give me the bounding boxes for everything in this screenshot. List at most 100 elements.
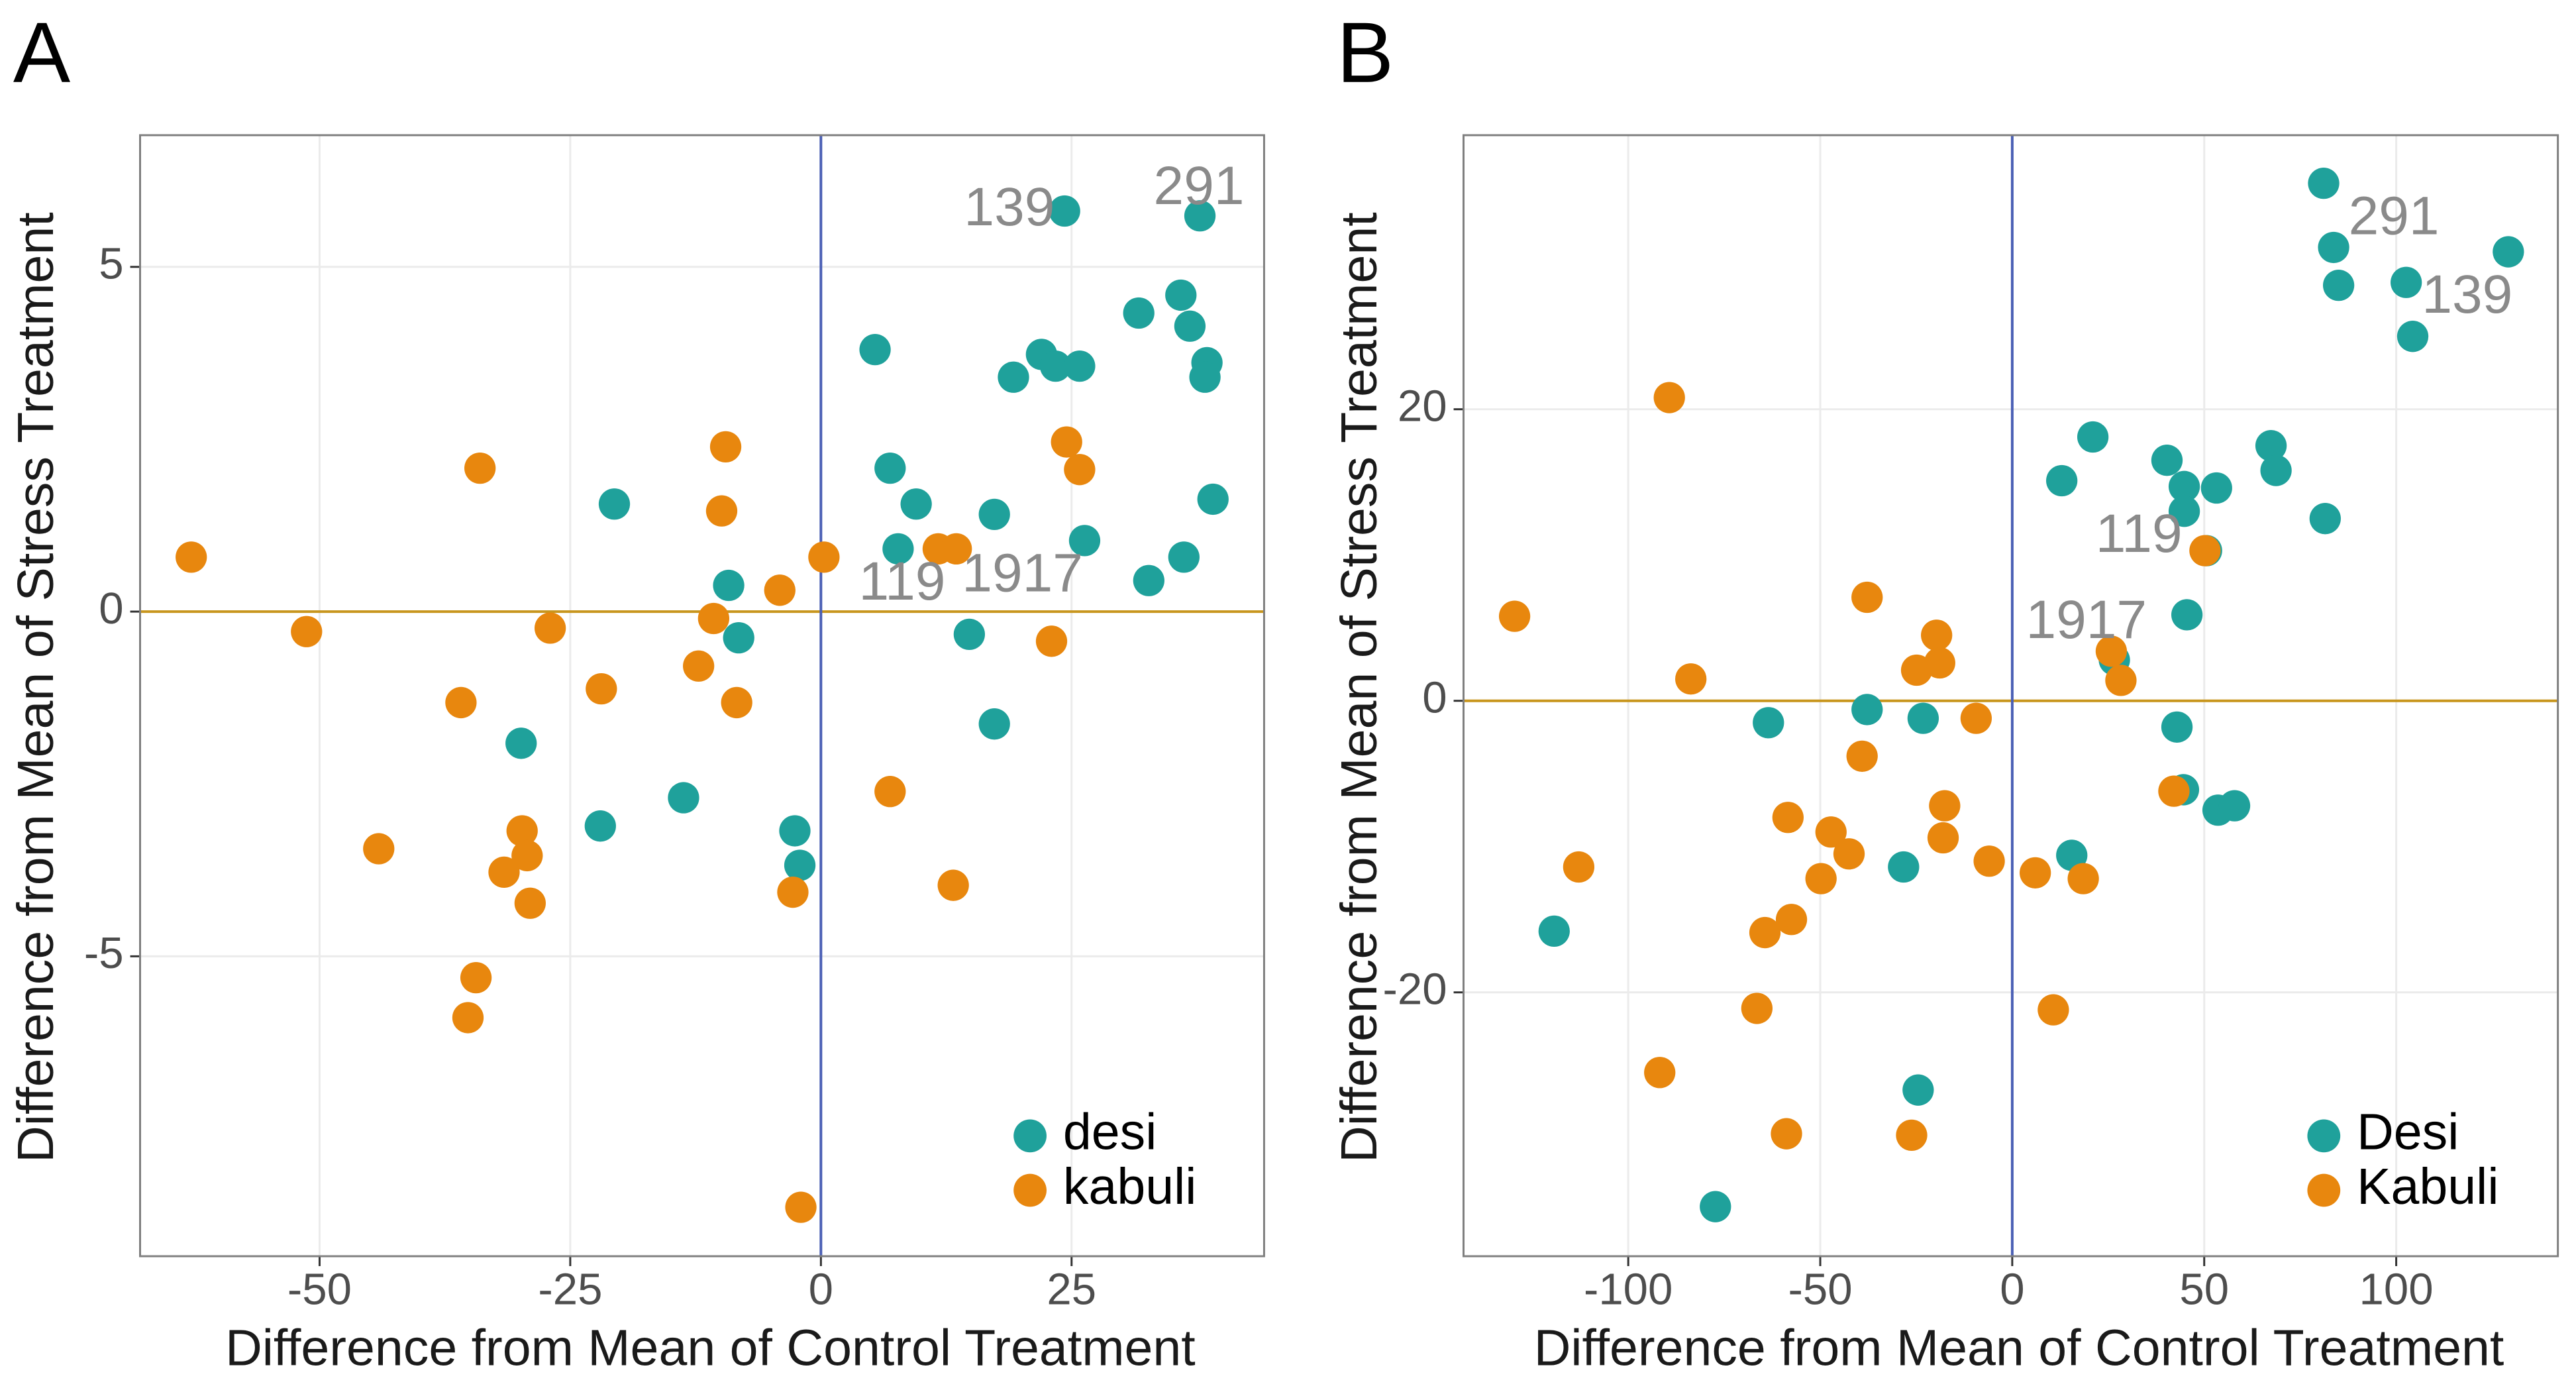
point bbox=[1184, 200, 1216, 232]
point bbox=[2308, 168, 2340, 199]
point bbox=[1051, 426, 1082, 458]
y-tick-label: 0 bbox=[99, 584, 123, 633]
point bbox=[874, 453, 906, 484]
point bbox=[1675, 663, 1707, 695]
point bbox=[1929, 790, 1961, 822]
point bbox=[937, 869, 969, 901]
point bbox=[1064, 350, 1096, 382]
point bbox=[779, 815, 811, 847]
point bbox=[1123, 297, 1155, 329]
point bbox=[1902, 1074, 1934, 1106]
point bbox=[1749, 916, 1781, 949]
point bbox=[1772, 802, 1804, 833]
point bbox=[941, 533, 972, 565]
point-annotation: 119 bbox=[2096, 504, 2183, 564]
point bbox=[1189, 361, 1221, 393]
point bbox=[460, 961, 492, 994]
point bbox=[1039, 350, 1072, 382]
y-tick-label: -5 bbox=[84, 928, 124, 978]
point bbox=[291, 616, 323, 647]
point bbox=[1753, 707, 1784, 739]
point bbox=[1563, 851, 1595, 883]
point-annotation: 1917 bbox=[2026, 590, 2147, 650]
x-tick-label: 25 bbox=[1047, 1264, 1096, 1314]
point bbox=[1741, 993, 1773, 1024]
point bbox=[1168, 541, 1200, 573]
point bbox=[2318, 231, 2349, 264]
point bbox=[2067, 863, 2099, 894]
plot-border bbox=[139, 134, 1265, 1258]
point bbox=[2218, 790, 2251, 822]
point bbox=[584, 810, 616, 842]
point bbox=[784, 849, 816, 881]
legend-label: Kabuli bbox=[2357, 1158, 2499, 1215]
x-tick-label: 50 bbox=[2179, 1264, 2229, 1314]
point bbox=[1805, 863, 1837, 894]
point-annotation: 291 bbox=[2349, 186, 2440, 246]
point bbox=[683, 650, 715, 682]
point-annotation: 139 bbox=[964, 177, 1055, 237]
point bbox=[1165, 279, 1197, 311]
legend-marker bbox=[2307, 1173, 2341, 1207]
point bbox=[2168, 470, 2200, 502]
point bbox=[2020, 857, 2051, 888]
point bbox=[1896, 1119, 1928, 1152]
point bbox=[978, 708, 1010, 740]
legend-marker bbox=[2307, 1119, 2341, 1153]
point bbox=[713, 569, 745, 602]
point bbox=[2161, 711, 2193, 743]
point bbox=[697, 602, 730, 635]
point bbox=[2095, 635, 2128, 667]
point bbox=[1771, 1118, 1802, 1150]
legend-label: Desi bbox=[2357, 1104, 2459, 1161]
point bbox=[808, 541, 840, 573]
plot-border bbox=[1462, 134, 2559, 1258]
point bbox=[2151, 445, 2183, 476]
point bbox=[1035, 625, 1068, 657]
point bbox=[2046, 464, 2078, 497]
point bbox=[723, 621, 754, 654]
point bbox=[1921, 619, 1953, 651]
point bbox=[514, 887, 546, 919]
point bbox=[1197, 483, 1229, 515]
point bbox=[2158, 775, 2190, 807]
point bbox=[998, 361, 1029, 393]
point bbox=[859, 334, 891, 366]
point bbox=[1833, 838, 1865, 870]
point bbox=[1851, 581, 1883, 614]
point bbox=[1174, 310, 1206, 342]
point bbox=[1851, 694, 1883, 726]
point bbox=[1068, 525, 1101, 557]
x-axis-title: Difference from Mean of Control Treatmen… bbox=[225, 1320, 1196, 1377]
point bbox=[1133, 565, 1164, 596]
point bbox=[2309, 503, 2341, 535]
legend-label: desi bbox=[1063, 1104, 1157, 1161]
point bbox=[1644, 1057, 1676, 1089]
point-annotation: 119 bbox=[859, 551, 946, 612]
point bbox=[598, 488, 631, 520]
point bbox=[2322, 270, 2355, 301]
legend-marker bbox=[1013, 1173, 1047, 1207]
x-tick-label: 0 bbox=[2000, 1264, 2024, 1314]
point bbox=[978, 498, 1010, 530]
point bbox=[1538, 915, 1570, 947]
x-tick-label: 0 bbox=[809, 1264, 833, 1314]
point bbox=[506, 815, 538, 847]
point bbox=[2396, 321, 2429, 352]
panel-label: B bbox=[1337, 5, 1394, 101]
point bbox=[900, 488, 932, 520]
point bbox=[882, 533, 914, 565]
point bbox=[668, 782, 699, 814]
point bbox=[874, 776, 906, 808]
x-tick-label: -50 bbox=[1788, 1264, 1852, 1314]
point bbox=[1927, 822, 1959, 854]
point bbox=[1064, 454, 1096, 486]
y-tick-label: 5 bbox=[99, 239, 123, 289]
point bbox=[1653, 382, 1685, 413]
point bbox=[452, 1002, 484, 1034]
point bbox=[2105, 665, 2137, 696]
point bbox=[1498, 600, 1531, 632]
legend-label: kabuli bbox=[1063, 1158, 1197, 1215]
point bbox=[2168, 496, 2200, 527]
